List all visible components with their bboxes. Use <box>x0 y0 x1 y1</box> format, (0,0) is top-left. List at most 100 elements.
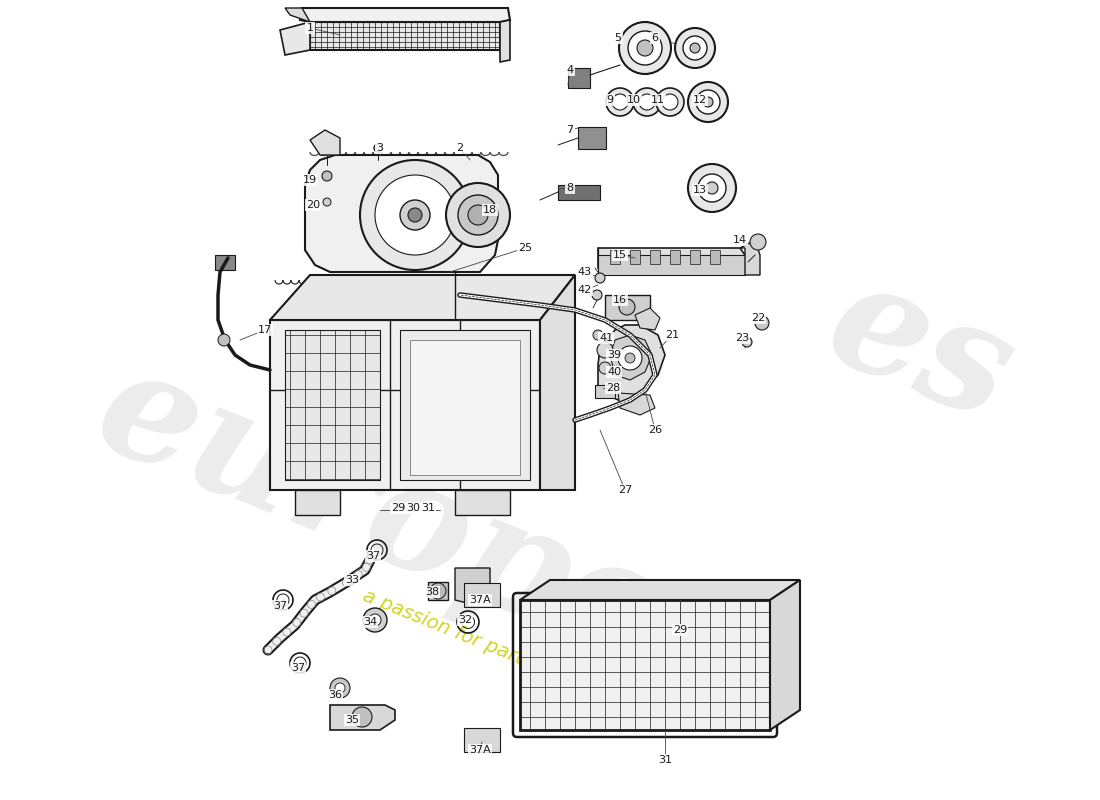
Text: 31: 31 <box>658 755 672 765</box>
Text: 37A: 37A <box>469 595 491 605</box>
Polygon shape <box>295 490 340 515</box>
Polygon shape <box>500 20 510 62</box>
Circle shape <box>698 174 726 202</box>
Circle shape <box>593 330 603 340</box>
Circle shape <box>742 337 752 347</box>
Circle shape <box>618 346 642 370</box>
Text: 8: 8 <box>566 183 573 193</box>
Text: 1: 1 <box>307 23 314 33</box>
Polygon shape <box>464 728 500 752</box>
Text: 5: 5 <box>615 33 622 43</box>
Circle shape <box>625 353 635 363</box>
Text: 29: 29 <box>390 503 405 513</box>
Text: 22: 22 <box>751 313 766 323</box>
Circle shape <box>595 273 605 283</box>
Polygon shape <box>285 8 310 22</box>
Circle shape <box>606 88 634 116</box>
Polygon shape <box>464 583 500 607</box>
Polygon shape <box>540 275 575 490</box>
Polygon shape <box>598 325 666 400</box>
Circle shape <box>703 97 713 107</box>
Polygon shape <box>285 330 380 480</box>
Text: 10: 10 <box>627 95 641 105</box>
Text: 14: 14 <box>733 235 747 245</box>
Circle shape <box>400 200 430 230</box>
Text: 40: 40 <box>607 367 621 377</box>
Circle shape <box>322 171 332 181</box>
Circle shape <box>360 160 470 270</box>
Polygon shape <box>400 330 530 480</box>
Polygon shape <box>598 248 745 268</box>
Polygon shape <box>618 393 654 415</box>
Text: 7: 7 <box>566 125 573 135</box>
Text: 11: 11 <box>651 95 666 105</box>
Circle shape <box>458 195 498 235</box>
Text: 12: 12 <box>693 95 707 105</box>
Polygon shape <box>300 8 510 22</box>
Text: 6: 6 <box>651 33 659 43</box>
Text: 20: 20 <box>306 200 320 210</box>
Bar <box>578 127 606 149</box>
Circle shape <box>688 82 728 122</box>
Text: 3: 3 <box>376 143 384 153</box>
Text: 26: 26 <box>648 425 662 435</box>
Text: 31: 31 <box>421 503 434 513</box>
Polygon shape <box>558 185 600 200</box>
Polygon shape <box>428 582 448 600</box>
Text: 17: 17 <box>257 325 272 335</box>
Circle shape <box>706 182 718 194</box>
Text: 37: 37 <box>290 663 305 673</box>
Text: 39: 39 <box>607 350 621 360</box>
Text: 23: 23 <box>735 333 749 343</box>
Text: 25: 25 <box>518 243 532 253</box>
Polygon shape <box>305 155 498 272</box>
Polygon shape <box>568 68 590 88</box>
Circle shape <box>662 94 678 110</box>
Polygon shape <box>740 240 760 275</box>
Circle shape <box>639 94 654 110</box>
Text: a passion for parts since 1985: a passion for parts since 1985 <box>360 586 640 714</box>
Polygon shape <box>310 22 500 50</box>
Circle shape <box>688 164 736 212</box>
Bar <box>670 250 680 264</box>
Polygon shape <box>595 385 615 398</box>
Circle shape <box>352 707 372 727</box>
Circle shape <box>600 362 610 374</box>
Text: 41: 41 <box>598 333 613 343</box>
Text: 13: 13 <box>693 185 707 195</box>
Polygon shape <box>520 600 770 730</box>
Text: 9: 9 <box>606 95 614 105</box>
Text: 37: 37 <box>366 551 381 561</box>
Text: 2: 2 <box>456 143 463 153</box>
Circle shape <box>597 342 613 358</box>
Circle shape <box>468 205 488 225</box>
Polygon shape <box>605 295 650 320</box>
Circle shape <box>430 583 446 599</box>
Text: 35: 35 <box>345 715 359 725</box>
Bar <box>690 250 700 264</box>
Circle shape <box>336 683 345 693</box>
Text: 4: 4 <box>566 65 573 75</box>
Text: 42: 42 <box>578 285 592 295</box>
Circle shape <box>375 175 455 255</box>
Text: 33: 33 <box>345 575 359 585</box>
Polygon shape <box>455 490 510 515</box>
Circle shape <box>637 40 653 56</box>
Text: es: es <box>807 246 1033 454</box>
Circle shape <box>368 614 381 626</box>
Circle shape <box>750 234 766 250</box>
Circle shape <box>619 299 635 315</box>
Polygon shape <box>635 308 660 330</box>
Text: 16: 16 <box>613 295 627 305</box>
Text: 38: 38 <box>425 587 439 597</box>
Polygon shape <box>310 130 340 155</box>
Polygon shape <box>455 568 490 605</box>
Bar <box>630 250 640 264</box>
Circle shape <box>619 22 671 74</box>
Polygon shape <box>410 340 520 475</box>
Text: 37: 37 <box>273 601 287 611</box>
Text: 32: 32 <box>458 615 472 625</box>
Text: 24: 24 <box>393 503 407 513</box>
Polygon shape <box>330 705 395 730</box>
Bar <box>650 250 660 264</box>
